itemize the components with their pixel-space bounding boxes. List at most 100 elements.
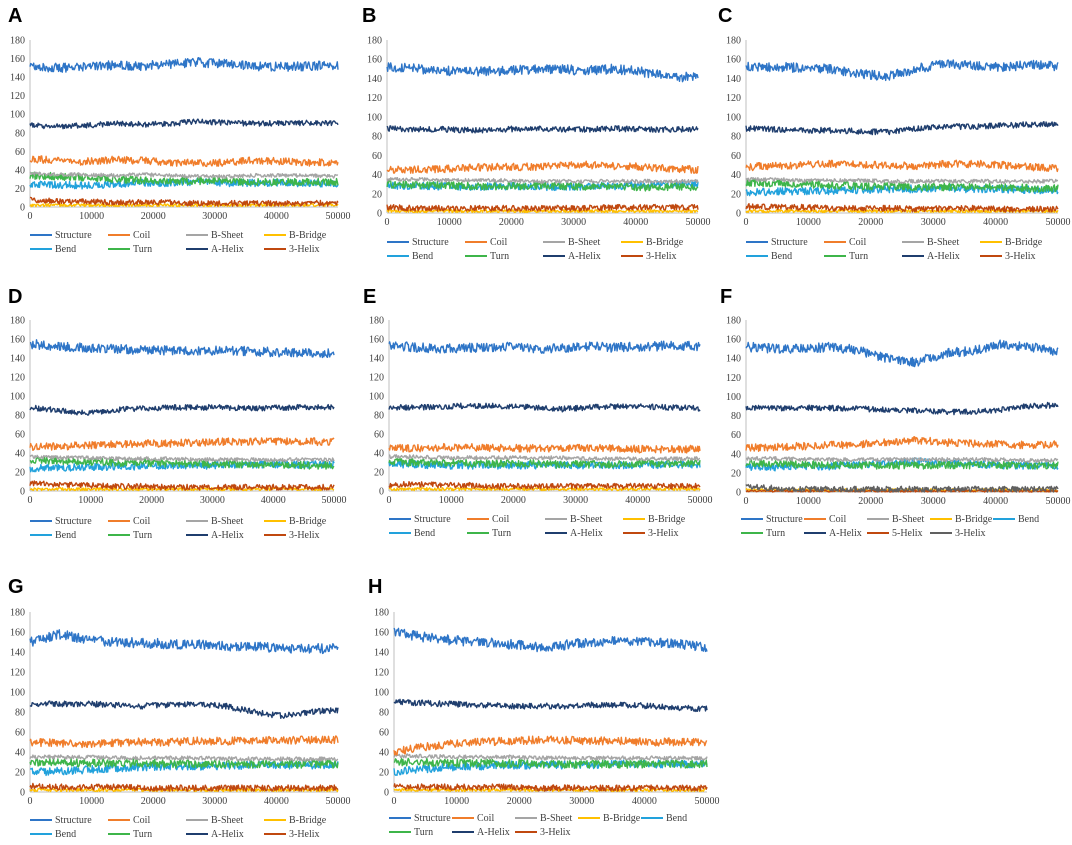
series-line-structure [745, 339, 1059, 368]
series-line-coil [29, 735, 339, 749]
legend-label-turn: Turn [133, 829, 152, 840]
x-tick-label: 10000 [437, 217, 462, 228]
legend-label-3-helix: 3-Helix [955, 528, 986, 539]
panel-a: A 0 20 40 60 80 100 120 140 160 180 0 10000 20000 3000… [8, 5, 351, 255]
x-tick-label: 50000 [686, 217, 711, 228]
series-line-b-sheet [29, 454, 335, 463]
x-tick-label: 0 [387, 495, 392, 506]
x-tick-label: 0 [744, 496, 749, 507]
y-tick-label: 60 [374, 430, 384, 441]
y-tick-label: 40 [15, 748, 25, 759]
y-tick-label: 80 [15, 411, 25, 422]
x-tick-label: 40000 [983, 217, 1008, 228]
series-line-a-helix [386, 125, 699, 134]
series-line-structure [29, 339, 335, 359]
series-line-coil [393, 735, 708, 756]
x-tick-label: 0 [28, 796, 33, 807]
legend-label-structure: Structure [55, 516, 92, 527]
panel-c: C 0 20 40 60 80 100 120 140 160 180 0 10000 20000 3000… [718, 5, 1071, 262]
y-tick-label: 160 [10, 54, 25, 65]
legend-label-a-helix: A-Helix [211, 829, 244, 840]
legend-label-coil: Coil [829, 514, 846, 525]
x-tick-label: 20000 [139, 495, 164, 506]
legend-label-bend: Bend [771, 251, 792, 262]
series-line-3-helix [386, 203, 699, 212]
series-line-a-helix [745, 401, 1059, 416]
legend-label-coil: Coil [477, 813, 494, 824]
legend-label-3-helix: 3-Helix [1005, 251, 1036, 262]
legend-label-b-sheet: B-Sheet [211, 516, 243, 527]
x-tick-label: 30000 [200, 495, 225, 506]
y-tick-label: 120 [374, 668, 389, 679]
y-tick-label: 40 [372, 170, 382, 181]
panel-label-f: F [720, 286, 732, 308]
legend-label-a-helix: A-Helix [211, 244, 244, 255]
x-tick-label: 0 [28, 211, 33, 222]
legend-label-b-bridge: B-Bridge [1005, 237, 1043, 248]
legend-label-turn: Turn [490, 251, 509, 262]
y-tick-label: 180 [10, 36, 25, 47]
legend-label-bend: Bend [414, 528, 435, 539]
y-tick-label: 60 [15, 728, 25, 739]
x-tick-label: 10000 [796, 496, 821, 507]
x-tick-label: 10000 [439, 495, 464, 506]
x-tick-label: 30000 [202, 211, 227, 222]
series-line-coil [388, 442, 701, 454]
series-line-a-helix [745, 120, 1059, 136]
y-tick-label: 100 [367, 112, 382, 123]
y-tick-label: 120 [726, 373, 741, 384]
series-line-a-helix [393, 698, 708, 713]
legend-label-b-bridge: B-Bridge [289, 516, 327, 527]
x-tick-label: 50000 [1046, 217, 1071, 228]
legend-label-3-helix: 3-Helix [648, 528, 679, 539]
x-tick-label: 30000 [569, 796, 594, 807]
y-tick-label: 20 [15, 184, 25, 195]
series-line-structure [393, 627, 708, 653]
legend-label-b-sheet: B-Sheet [892, 514, 924, 525]
x-tick-label: 40000 [261, 495, 286, 506]
x-tick-label: 30000 [563, 495, 588, 506]
y-tick-label: 0 [736, 209, 741, 220]
y-tick-label: 80 [374, 411, 384, 422]
series-line-coil [29, 437, 335, 451]
x-tick-label: 50000 [1046, 496, 1071, 507]
y-tick-label: 40 [374, 449, 384, 460]
x-tick-label: 50000 [688, 495, 713, 506]
x-tick-label: 10000 [444, 796, 469, 807]
series-line-structure [29, 629, 339, 655]
legend-label-bend: Bend [666, 813, 687, 824]
legend-label-b-sheet: B-Sheet [570, 514, 602, 525]
y-tick-label: 80 [15, 708, 25, 719]
x-tick-label: 50000 [322, 495, 347, 506]
x-tick-label: 0 [385, 217, 390, 228]
legend-label-b-bridge: B-Bridge [955, 514, 993, 525]
series-line-structure [388, 340, 701, 354]
y-tick-label: 100 [10, 688, 25, 699]
panel-h: H 0 20 40 60 80 100 120 140 160 180 0 10000 20000 3000… [368, 576, 720, 838]
y-tick-label: 100 [10, 110, 25, 121]
panel-f: F 0 20 40 60 80 100 120 140 160 180 0 10000 20000 3000… [720, 286, 1071, 539]
x-tick-label: 20000 [501, 495, 526, 506]
legend-label-b-bridge: B-Bridge [603, 813, 641, 824]
y-tick-label: 180 [369, 316, 384, 327]
x-tick-label: 50000 [326, 796, 351, 807]
y-tick-label: 0 [20, 487, 25, 498]
x-tick-label: 0 [28, 495, 33, 506]
series-line-b-sheet [29, 171, 339, 179]
x-tick-label: 40000 [983, 496, 1008, 507]
panel-b: B 0 20 40 60 80 100 120 140 160 180 0 10000 20000 3000… [362, 5, 711, 262]
series-line-3-helix [388, 481, 701, 490]
y-tick-label: 20 [374, 468, 384, 479]
legend-label-structure: Structure [771, 237, 808, 248]
series-line-b-sheet [745, 176, 1059, 184]
y-tick-label: 60 [731, 430, 741, 441]
series-line-structure [745, 59, 1059, 82]
y-tick-label: 80 [379, 708, 389, 719]
legend-label-b-sheet: B-Sheet [568, 237, 600, 248]
legend-label-structure: Structure [55, 230, 92, 241]
series-line-coil [29, 155, 339, 168]
y-tick-label: 80 [15, 128, 25, 139]
legend-label-coil: Coil [133, 230, 150, 241]
y-tick-label: 20 [15, 468, 25, 479]
legend-label-3-helix: 3-Helix [289, 829, 320, 840]
